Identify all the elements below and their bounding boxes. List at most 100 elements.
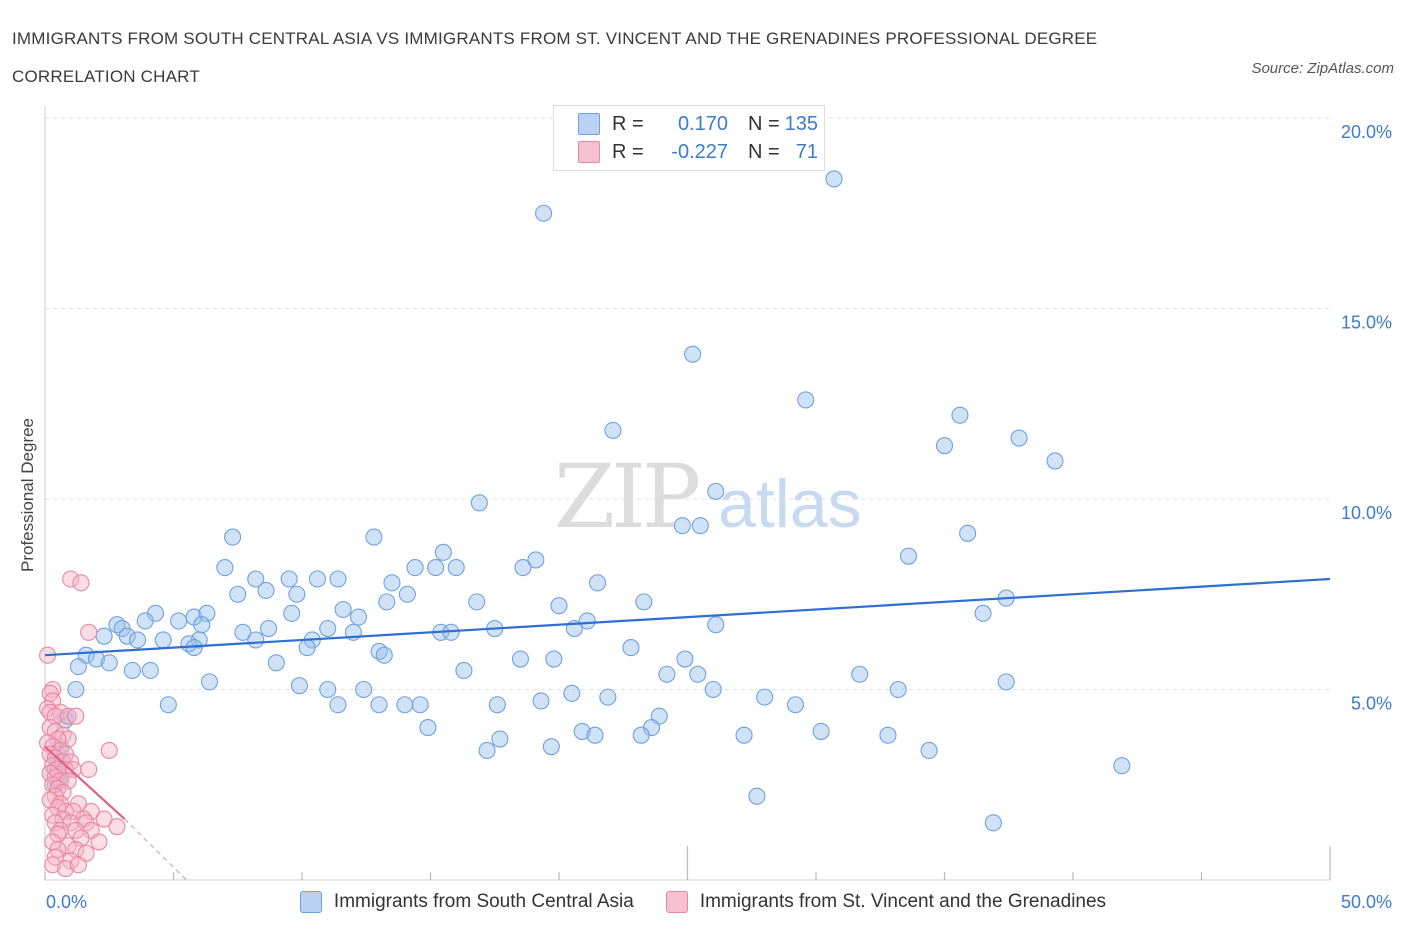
data-point-south-central-asia [984, 814, 1002, 832]
legend-label: Immigrants from South Central Asia [333, 891, 634, 912]
data-point-south-central-asia [378, 593, 396, 611]
data-point-south-central-asia [406, 559, 424, 577]
data-point-south-central-asia [229, 585, 247, 603]
data-point-south-central-asia [825, 170, 843, 188]
data-point-south-central-asia [95, 627, 113, 645]
data-point-south-central-asia [550, 597, 568, 615]
data-point-south-central-asia [673, 517, 691, 535]
data-point-south-central-asia [141, 661, 159, 680]
legend-swatch-blue [578, 113, 600, 135]
legend-item-south-central-asia[interactable]: Immigrants from South Central Asia [299, 891, 634, 913]
data-point-south-central-asia [748, 787, 766, 805]
y-tick-label: 5.0% [1351, 694, 1392, 714]
legend-swatch-pink [578, 141, 600, 163]
data-point-south-central-asia [588, 574, 607, 592]
data-point-south-central-asia [100, 654, 118, 672]
data-point-st-vincent [72, 574, 90, 592]
legend-row-south-central-asia: R = 0.170 N = 135 [578, 111, 818, 137]
trend-extension-st-vincent [124, 818, 187, 881]
data-point-st-vincent [95, 810, 113, 828]
trend-line-st-vincent [44, 745, 126, 820]
data-point-south-central-asia [128, 631, 147, 649]
data-point-south-central-asia [707, 616, 725, 634]
legend-n-value: 71 [795, 140, 818, 163]
data-point-south-central-asia [735, 726, 753, 744]
data-point-south-central-asia [319, 619, 337, 638]
data-point-south-central-asia [136, 612, 154, 630]
axes [44, 106, 1331, 881]
data-point-south-central-asia [290, 677, 308, 695]
data-point-south-central-asia [375, 646, 393, 664]
data-point-south-central-asia [396, 696, 414, 714]
data-point-south-central-asia [280, 570, 298, 588]
data-point-south-central-asia [622, 639, 640, 657]
data-point-south-central-asia [159, 696, 177, 714]
data-point-south-central-asia [383, 574, 401, 592]
data-point-south-central-asia [200, 673, 219, 691]
data-point-st-vincent [108, 818, 126, 836]
data-point-south-central-asia [974, 604, 992, 622]
data-point-south-central-asia [532, 692, 550, 710]
data-point-south-central-asia [468, 593, 486, 611]
data-point-south-central-asia [684, 345, 702, 363]
data-point-south-central-asia [851, 665, 869, 683]
data-point-south-central-asia [257, 581, 275, 599]
legend-n-label: N = [748, 112, 780, 135]
data-point-south-central-asia [545, 650, 563, 668]
source-credit: Source: ZipAtlas.com [1251, 60, 1394, 77]
legend-row-st-vincent: R = -0.227 N = 71 [578, 139, 818, 165]
data-point-south-central-asia [563, 684, 581, 702]
series-legend: Immigrants from South Central Asia Immig… [0, 888, 1406, 916]
data-point-south-central-asia [879, 726, 897, 744]
data-point-south-central-asia [889, 680, 907, 699]
watermark-atlas: atlas [718, 466, 862, 542]
data-point-south-central-asia [411, 696, 429, 714]
data-point-south-central-asia [118, 627, 136, 645]
series-south-central-asia [46, 170, 1131, 832]
legend-r-value: -0.227 [671, 140, 728, 163]
data-point-south-central-asia [267, 654, 285, 672]
data-point-st-vincent [90, 833, 108, 851]
data-point-south-central-asia [447, 559, 465, 577]
data-point-south-central-asia [154, 631, 172, 649]
data-point-south-central-asia [123, 661, 141, 680]
data-point-south-central-asia [935, 437, 954, 455]
y-tick-label: 20.0% [1341, 122, 1392, 142]
series-st-vincent [39, 570, 126, 878]
data-point-south-central-asia [247, 570, 265, 588]
data-point-south-central-asia [535, 204, 553, 222]
trend-lines [44, 577, 1331, 881]
data-point-south-central-asia [247, 631, 265, 649]
data-point-south-central-asia [478, 741, 496, 760]
legend-item-st-vincent[interactable]: Immigrants from St. Vincent and the Gren… [665, 891, 1106, 913]
data-point-south-central-asia [298, 639, 316, 657]
trend-line-south-central-asia [44, 577, 1331, 657]
data-point-south-central-asia [1113, 757, 1131, 775]
legend-swatch-pink [665, 891, 688, 913]
data-point-south-central-asia [604, 421, 622, 439]
data-point-st-vincent [80, 623, 98, 641]
data-point-south-central-asia [691, 517, 709, 535]
data-point-south-central-asia [427, 559, 445, 577]
legend-n-value: 135 [784, 112, 818, 135]
x-tick-label: 50.0% [1341, 892, 1392, 912]
data-point-south-central-asia [899, 547, 918, 565]
data-point-south-central-asia [288, 585, 306, 603]
data-point-south-central-asia [260, 619, 278, 638]
data-point-south-central-asia [329, 696, 347, 714]
data-point-south-central-asia [455, 661, 473, 680]
data-point-south-central-asia [69, 658, 87, 676]
legend-r-label: R = [612, 112, 644, 135]
data-point-south-central-asia [511, 650, 530, 668]
legend-n-label: N = [748, 140, 780, 163]
data-point-south-central-asia [398, 585, 416, 603]
data-point-south-central-asia [319, 680, 337, 699]
chart-title: IMMIGRANTS FROM SOUTH CENTRAL ASIA VS IM… [12, 29, 1098, 86]
data-point-south-central-asia [488, 696, 506, 714]
data-point-south-central-asia [920, 741, 938, 760]
data-point-south-central-asia [658, 665, 676, 683]
data-point-south-central-asia [542, 738, 560, 756]
legend-r-label: R = [612, 140, 644, 163]
y-axis-label: Professional Degree [18, 417, 37, 573]
data-point-south-central-asia [599, 688, 617, 706]
